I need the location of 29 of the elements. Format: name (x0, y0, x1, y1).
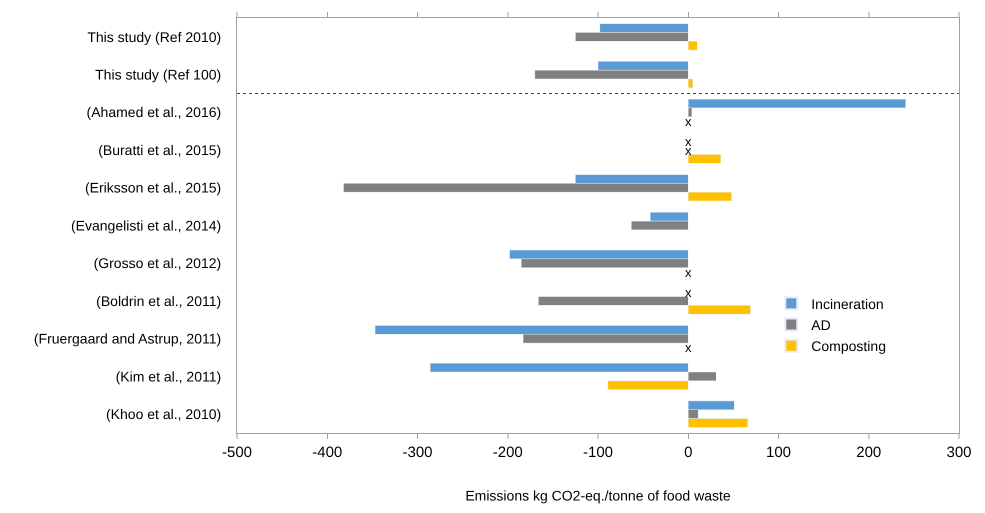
legend-label: Composting (811, 338, 886, 354)
y-tick-label: (Boldrin et al., 2011) (96, 292, 222, 309)
annotation: x (685, 340, 692, 355)
x-tick-label: 0 (684, 444, 692, 461)
annotation: x (685, 114, 692, 129)
y-tick-label: (Ahamed et al., 2016) (86, 104, 222, 120)
legend-label: AD (811, 317, 831, 334)
y-tick-label: (Evangelisti et al., 2014) (70, 217, 222, 234)
x-axis-title: Emissions kg CO2-eq./tonne of food waste (465, 487, 731, 504)
x-tick-label: -200 (492, 444, 523, 461)
y-tick-label: (Eriksson et al., 2015) (85, 180, 222, 196)
x-tick-label: -400 (312, 444, 342, 461)
bar (688, 154, 721, 164)
x-tick-label: -100 (582, 444, 614, 461)
annotation: x (685, 265, 692, 280)
annotation: x (685, 285, 692, 300)
x-tick-label: 200 (856, 444, 882, 461)
y-tick-label: (Buratti et al., 2015) (98, 142, 222, 158)
legend-label: Incineration (811, 296, 884, 312)
y-tick-label: (Khoo et al., 2010) (106, 406, 222, 422)
x-tick-label: -500 (222, 444, 252, 461)
y-tick-label: (Grosso et al., 2012) (94, 255, 222, 272)
y-tick-label: This study (Ref 2010) (87, 28, 222, 45)
y-tick-label: (Kim et al., 2011) (116, 368, 222, 384)
x-tick-label: 300 (946, 444, 972, 461)
x-tick-label: 100 (766, 444, 792, 461)
y-tick-label: (Fruergaard and Astrup, 2011) (34, 330, 222, 347)
y-tick-label: This study (Ref 100) (95, 66, 222, 82)
x-tick-label: -300 (402, 444, 433, 461)
